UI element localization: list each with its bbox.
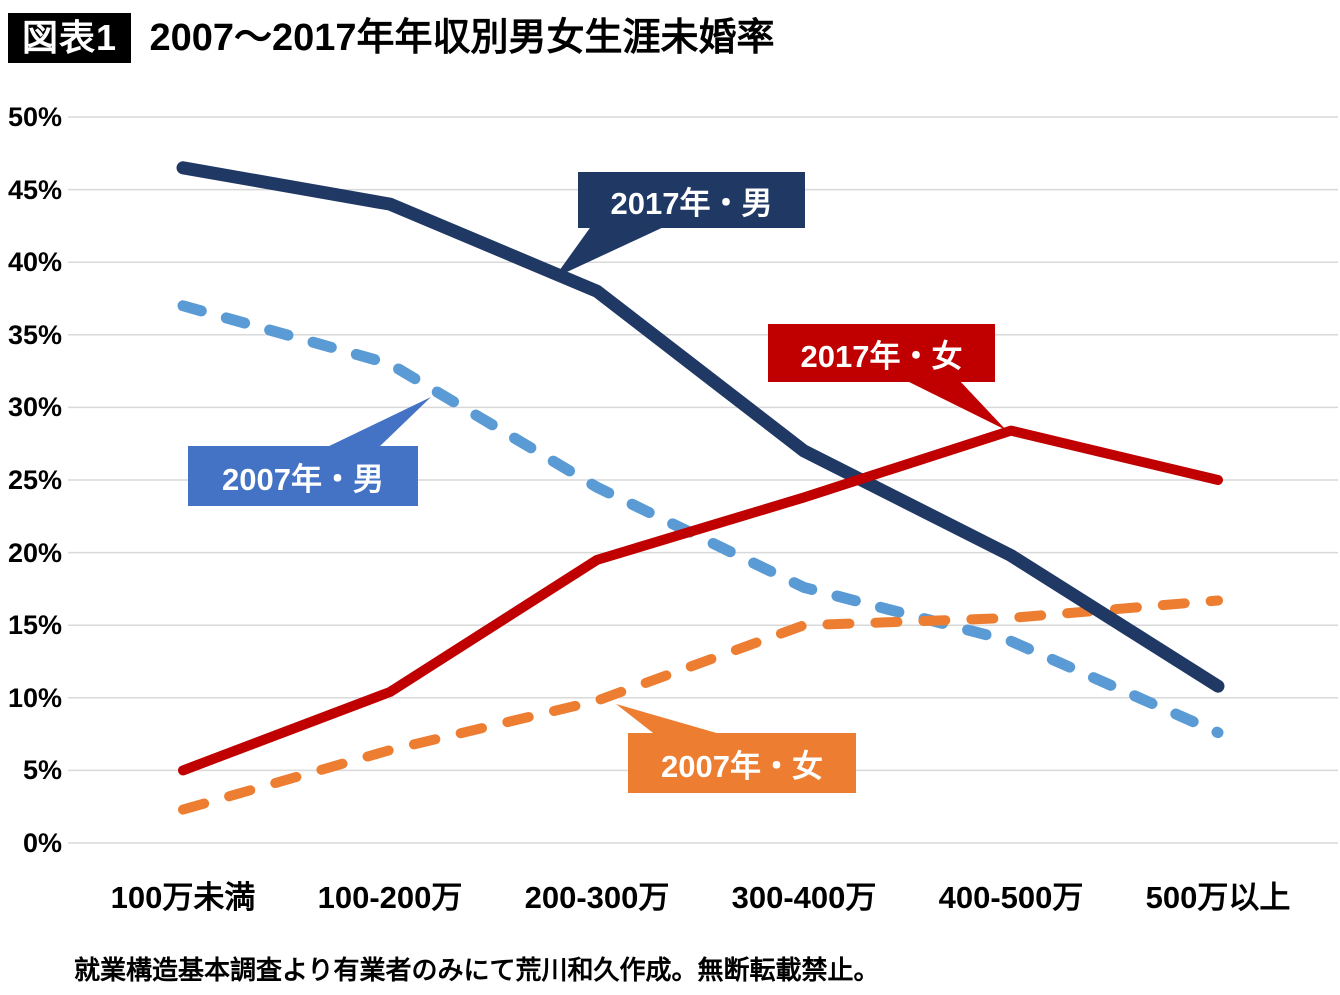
callout-pointer [554,225,668,278]
x-axis-tick-label: 400-500万 [938,880,1084,915]
legend-callout-2017-women: 2017年・女 [768,324,995,382]
y-axis-tick-label: 10% [7,682,62,713]
y-axis-tick-label: 40% [7,247,62,278]
series-line-2017年・男 [176,161,1225,693]
x-axis-tick-label: 500万以上 [1145,880,1291,915]
source-note: 就業構造基本調査より有業者のみにて荒川和久作成。無断転載禁止。 [74,955,880,985]
x-axis-tick-label: 100-200万 [317,880,463,915]
legend-callout-2007-women: 2007年・女 [628,733,856,793]
chart-title: 2007～2017年年収別男女生涯未婚率 [149,17,775,59]
y-axis-tick-label: 20% [7,537,62,568]
x-axis-tick-label: 100万未満 [110,880,256,915]
legend-callout-2017-men: 2017年・男 [578,172,805,228]
y-axis-tick-label: 5% [22,755,62,786]
callout-pointer [323,397,431,449]
y-axis-tick-label: 25% [7,465,62,495]
figure-header: 図表1 2007～2017年年収別男女生涯未婚率 [8,13,775,63]
x-axis-tick-label: 200-300万 [524,880,670,915]
legend-callout-2007-men: 2007年・男 [188,446,418,506]
y-axis-tick-label: 35% [7,319,62,350]
y-axis-tick-label: 15% [7,610,62,641]
series-line-2017年・女 [178,425,1223,776]
callout-pointer [616,704,727,736]
x-axis-tick-label: 300-400万 [731,880,877,915]
y-axis-tick-label: 30% [7,392,62,423]
figure-number-badge: 図表1 [8,13,132,63]
series-line-2007年・女 [178,595,1223,815]
y-axis-tick-label: 50% [7,102,62,132]
y-axis-tick-label: 45% [7,174,62,205]
callout-pointer [903,379,1006,430]
y-axis-tick-label: 0% [22,828,62,858]
series-line-2007年・男 [177,300,1224,739]
